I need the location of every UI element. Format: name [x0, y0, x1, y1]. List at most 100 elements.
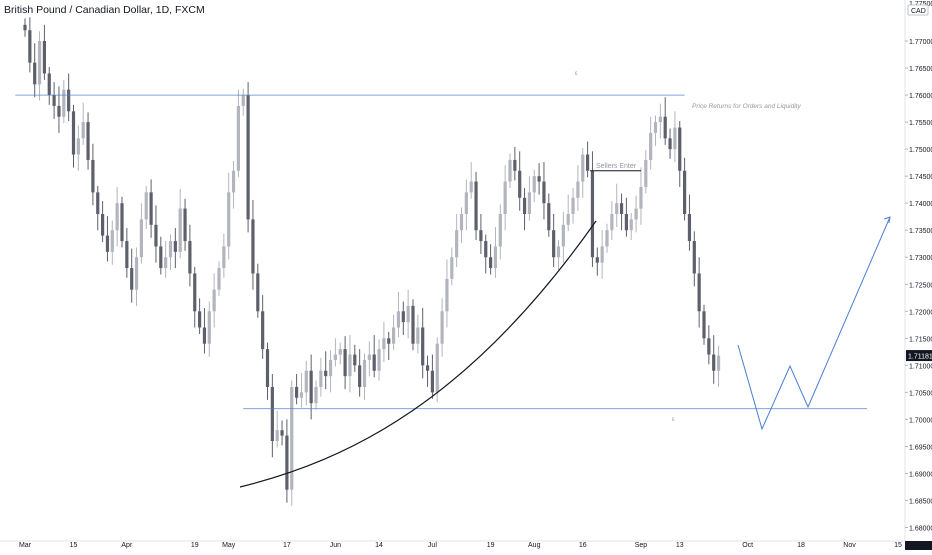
time-tick-label: Nov [843, 542, 856, 549]
price-tick-label: 1.71500 [909, 336, 932, 343]
projection-path [737, 216, 891, 431]
candle-body [251, 219, 255, 274]
candle-body [159, 246, 163, 269]
candle-body [586, 154, 590, 171]
price-tick-label: 1.76000 [909, 93, 932, 100]
candle-body [576, 181, 580, 198]
candle-body [411, 305, 415, 344]
candle-body [493, 246, 498, 269]
time-tick-label: Oct [742, 542, 753, 549]
candle-body [57, 105, 61, 117]
candle-body [265, 349, 270, 387]
candle-body [236, 105, 240, 171]
candle-body [600, 246, 604, 263]
candle-body [513, 159, 517, 171]
candle-body [348, 354, 352, 377]
candle-body [503, 181, 507, 214]
axis-corner [905, 541, 932, 550]
candle-body [459, 213, 464, 231]
candle-body [362, 359, 367, 387]
candle-body [401, 311, 405, 323]
candle-body [387, 338, 391, 344]
price-tick-label: 1.69500 [909, 444, 932, 451]
candle-body [42, 41, 46, 74]
candle-body [338, 349, 342, 355]
candle-body [479, 230, 483, 242]
last-price-label: 1.71181 [908, 354, 932, 361]
candle-body [290, 386, 294, 490]
price-tick-label: 1.72000 [909, 309, 932, 316]
candle-body [101, 213, 105, 236]
candle-body [455, 230, 459, 258]
price-tick-label: 1.74500 [909, 174, 932, 181]
price-tick-label: 1.68500 [909, 498, 932, 505]
candle-body [658, 116, 662, 123]
candle-body [110, 230, 114, 252]
candle-body [96, 192, 100, 214]
candle-body [304, 370, 308, 393]
candle-body [547, 203, 551, 231]
candle-body [644, 159, 648, 187]
candle-body [198, 311, 202, 328]
candle-body [319, 370, 323, 387]
candle-body [396, 311, 401, 328]
price-tick-label: 1.68000 [909, 525, 932, 532]
candle-body [154, 224, 158, 247]
candle-body [328, 359, 333, 377]
candle-body [474, 181, 478, 231]
candle-body [285, 435, 289, 490]
candle-body [692, 241, 696, 274]
time-tick-label: 15 [894, 542, 902, 549]
candle-body [697, 273, 701, 312]
candle-body [425, 365, 430, 371]
time-tick-label: 14 [375, 542, 383, 549]
candle-layer [23, 17, 721, 506]
price-tick-label: 1.69000 [909, 471, 932, 478]
candle-body [702, 311, 706, 339]
candle-body [120, 203, 124, 242]
candle-body [358, 365, 362, 387]
candle-body [673, 127, 677, 150]
candle-body [440, 311, 444, 344]
candle-body [178, 208, 182, 252]
candle-body [445, 278, 449, 312]
candle-body [125, 241, 129, 269]
candle-body [629, 219, 633, 231]
price-tick-label: 1.70000 [909, 417, 932, 424]
candle-body [256, 273, 260, 312]
candle-body [188, 241, 192, 274]
candle-body [261, 311, 265, 350]
candle-body [372, 354, 376, 371]
marker-bottom: ε [672, 417, 675, 423]
candle-body [678, 127, 682, 171]
candle-body [81, 122, 85, 139]
candle-body [71, 111, 76, 155]
candle-body [590, 170, 595, 258]
time-tick-label: Jul [428, 542, 437, 549]
candle-body [421, 327, 425, 366]
candle-body [508, 159, 512, 182]
candle-body [314, 386, 318, 404]
time-tick-label: May [222, 542, 236, 549]
candle-body [615, 203, 619, 214]
candle-body [450, 257, 454, 279]
candle-body [193, 273, 197, 312]
time-tick-label: 13 [676, 542, 684, 549]
candle-body [668, 138, 672, 150]
price-tick-label: 1.76500 [909, 66, 932, 73]
candle-body [542, 181, 546, 204]
candle-body [227, 192, 231, 247]
price-tick-label: 1.75500 [909, 120, 932, 127]
candle-body [52, 95, 56, 106]
candle-body [532, 176, 536, 193]
candle-body [610, 213, 614, 231]
candle-body [130, 268, 134, 290]
candle-body [469, 181, 473, 193]
candle-body [406, 305, 410, 323]
candle-body [537, 176, 541, 182]
candle-body [115, 203, 119, 231]
projection-arrowhead [883, 216, 891, 224]
candle-body [707, 338, 711, 355]
